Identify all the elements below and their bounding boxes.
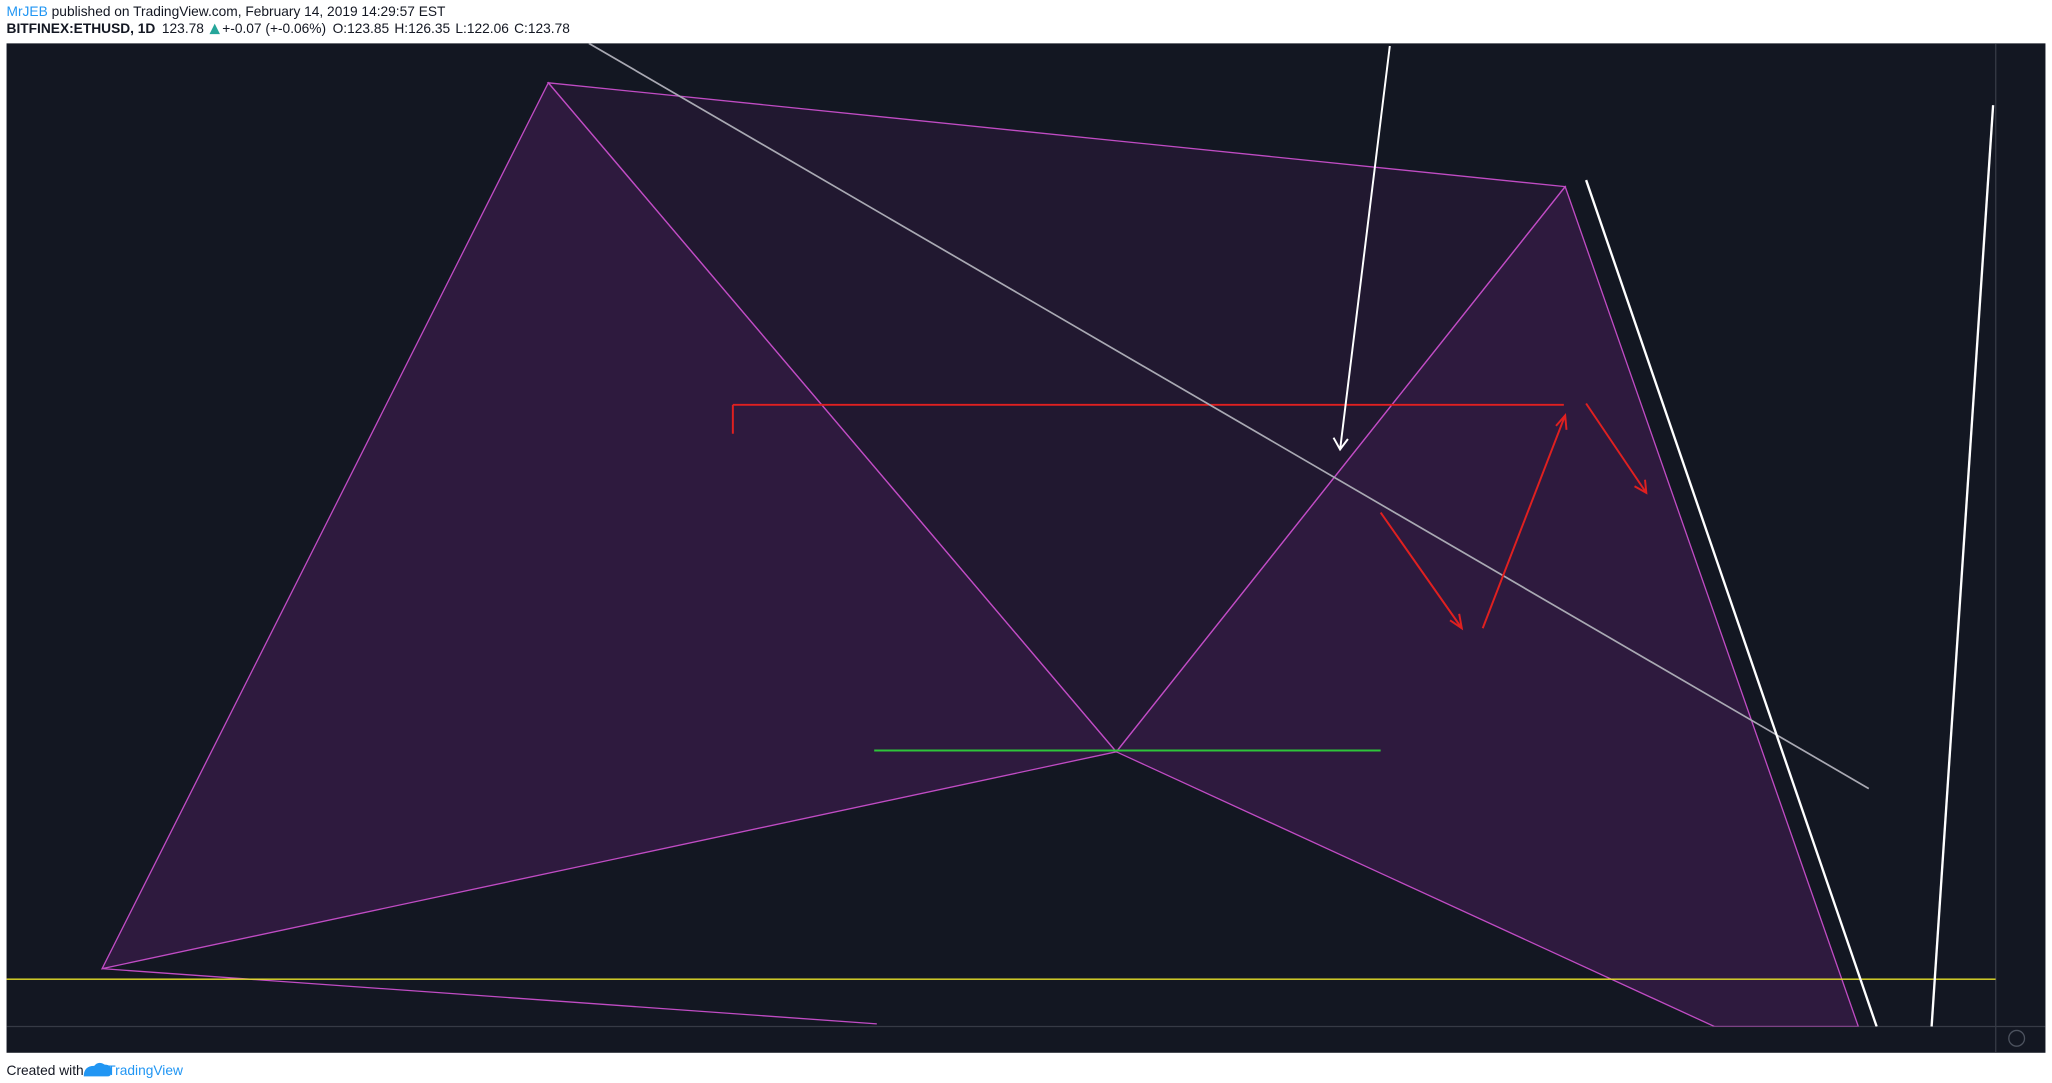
drawings [6, 43, 1996, 1027]
change: +-0.07 (+-0.06%) [222, 21, 326, 36]
footer: Created with TradingView [7, 1063, 183, 1078]
ohlc-value: 126.35 [408, 21, 450, 36]
last-price: 123.78 [162, 21, 204, 36]
arrow-head [1332, 437, 1349, 452]
projection-arrow [1379, 512, 1463, 629]
ohlc-value: 122.06 [467, 21, 509, 36]
symbol-line: BITFINEX:ETHUSD, 1D 123.78 +-0.07 (+-0.06%… [7, 21, 571, 36]
author[interactable]: MrJEB [7, 3, 48, 18]
footer-brand[interactable]: TradingView [107, 1063, 183, 1078]
projection-arrow [1481, 414, 1567, 629]
arrow-head [1555, 412, 1568, 430]
auto-scale-button[interactable] [2008, 1029, 2026, 1047]
pattern-bcd [1115, 185, 1860, 1027]
arrow-head [1449, 613, 1464, 631]
ohlc-label: C: [514, 21, 528, 36]
up-arrow-icon [209, 23, 220, 35]
ohlc-label: O: [333, 21, 348, 36]
footer-text: Created with [7, 1063, 84, 1078]
ohlc-label: H: [394, 21, 408, 36]
published: published on TradingView.com, February 1… [52, 3, 446, 18]
ohlc-label: L: [455, 21, 466, 36]
trend-line [588, 43, 1870, 790]
channel-line [1930, 105, 1995, 1027]
ohlc-value: 123.85 [347, 21, 389, 36]
chart-background [6, 43, 2046, 1053]
harmonic-pattern [100, 81, 1860, 1027]
tradingview-logo [83, 1062, 112, 1077]
channel-line [1584, 179, 1878, 1027]
projection-arrow [1585, 402, 1648, 494]
arrow [1339, 45, 1391, 450]
publish-line: MrJEB published on TradingView.com, Febru… [7, 3, 446, 18]
symbol: BITFINEX:ETHUSD, 1D [7, 21, 156, 36]
ohlc-value: 123.78 [528, 21, 570, 36]
pattern-xd [102, 967, 877, 1025]
arrow-head [1634, 479, 1648, 495]
